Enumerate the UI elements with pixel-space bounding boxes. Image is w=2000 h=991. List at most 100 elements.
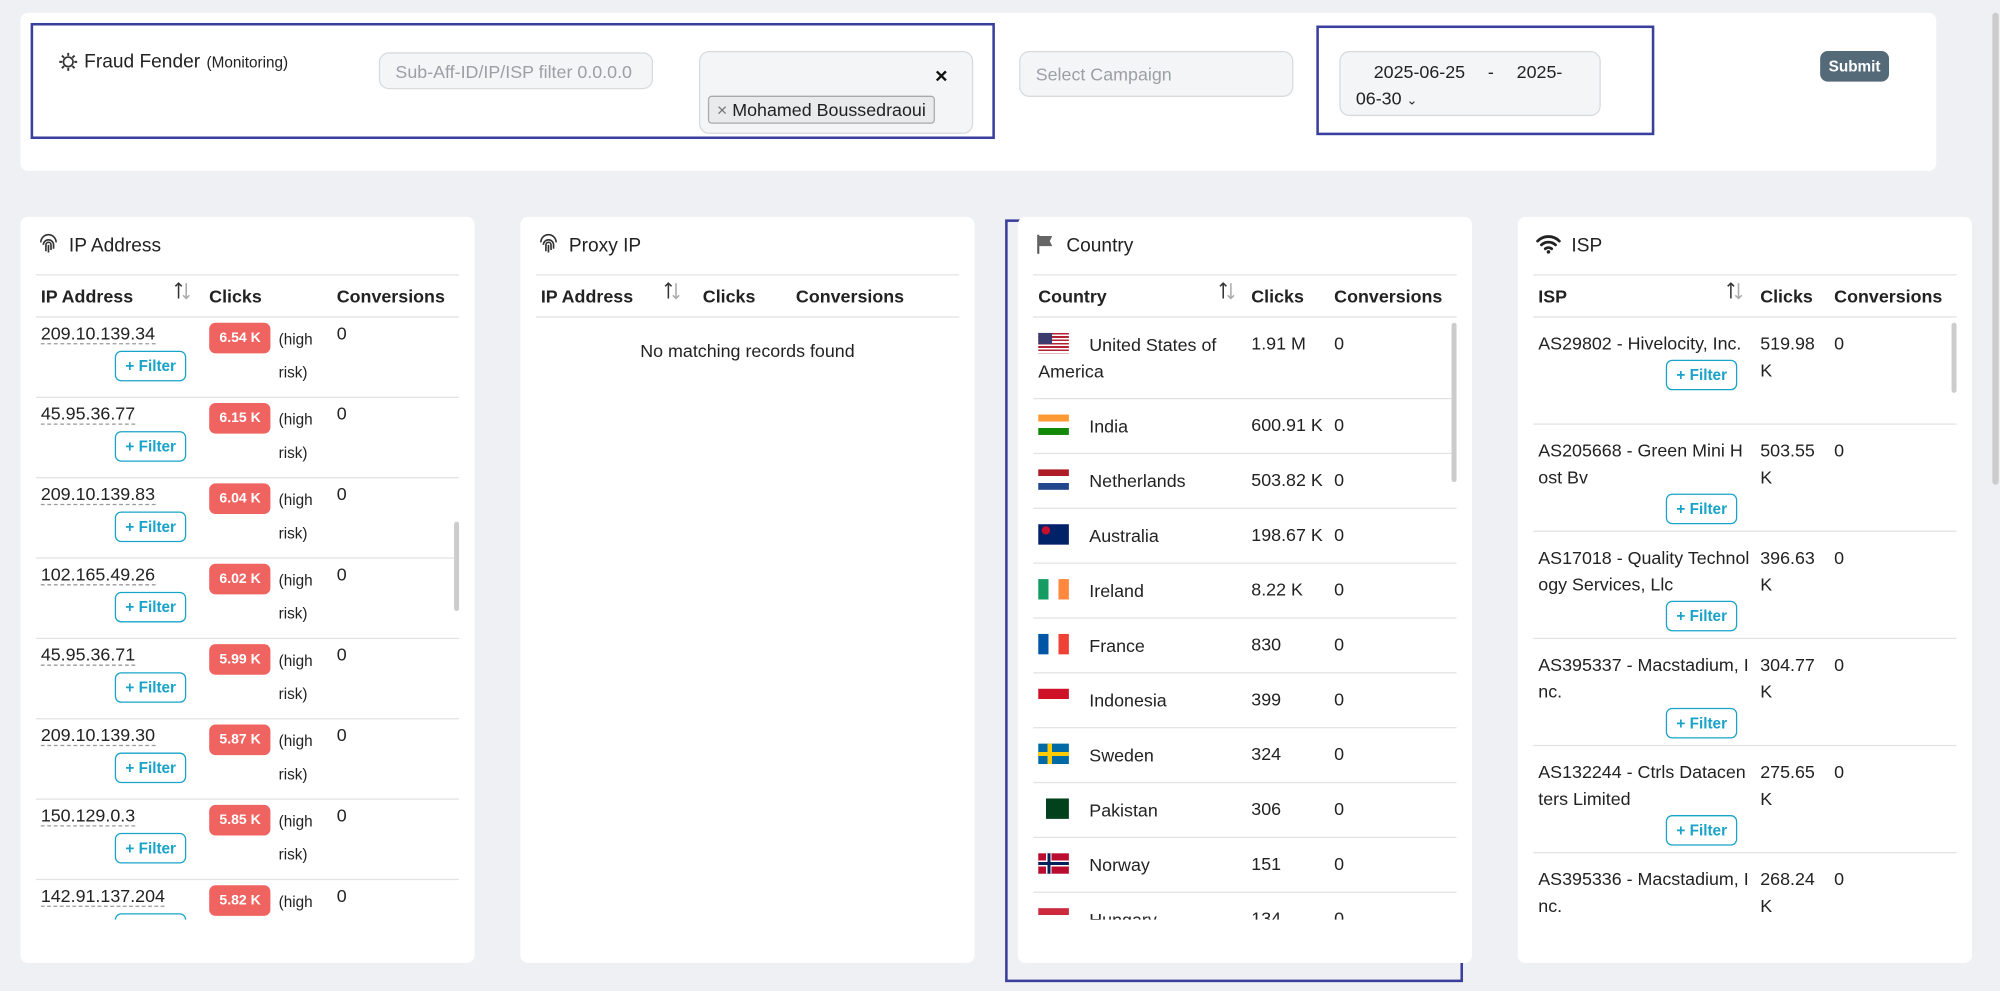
table-row: AS205668 - Green Mini Host Bv + Filter 503… [1533, 425, 1957, 532]
flag [1038, 524, 1069, 545]
panel-header: IP Address [36, 217, 459, 274]
filter-button[interactable]: + Filter [115, 913, 187, 920]
conversions: 0 [1834, 868, 1845, 890]
table-row: 142.91.137.204 + Filter 5.82 K (high risk) 0 [36, 880, 459, 920]
table-row: 209.10.139.83 + Filter 6.04 K (high risk) 0 [35, 478, 460, 559]
clicks: 268.24 K [1760, 868, 1815, 916]
sort-icon[interactable] [173, 281, 191, 301]
filter-button[interactable]: + Filter [115, 752, 187, 784]
risk-label: (high risk) [278, 651, 313, 703]
country-name: Netherlands [1089, 470, 1186, 492]
isp-name: AS29802 - Hivelocity, Inc. [1538, 332, 1742, 354]
column-header: IP Address [40, 285, 134, 307]
sort-icon[interactable] [1726, 281, 1744, 301]
date-separator: - [1487, 61, 1494, 82]
country-name: India [1089, 415, 1129, 437]
ip-cell: 209.10.139.83 + Filter [36, 478, 204, 557]
app-title: Fraud Fender (Monitoring) [59, 51, 288, 73]
filter-button[interactable]: + Filter [1666, 359, 1738, 391]
conversions: 0 [336, 403, 347, 424]
table-row: Pakistan 306 0 [1033, 783, 1457, 839]
conversions: 0 [336, 563, 347, 585]
flag [1038, 633, 1069, 655]
ip-wrap: 150.129.0.3 [40, 804, 199, 827]
ip-cell: 142.91.137.204 + Filter [36, 880, 204, 920]
clicks: 600.91 K [1251, 414, 1323, 435]
filter-button[interactable]: + Filter [115, 350, 187, 382]
conversions: 0 [336, 322, 347, 344]
date-end: 2025-06-30 [1355, 61, 1563, 109]
table-row: 209.10.139.30 + Filter 5.87 K (high risk) 0 [35, 719, 460, 800]
clicks: 8.22 K [1251, 579, 1303, 600]
filter-input[interactable]: Sub-Aff-ID/IP/ISP filter 0.0.0.0 [378, 52, 654, 90]
filter-button[interactable]: + Filter [1666, 600, 1738, 632]
isp-cell: AS395337 - Macstadium, Inc. + Filter [1533, 647, 1755, 745]
clicks-cell: 5.87 K (high risk) [204, 719, 332, 798]
country-name: Australia [1089, 525, 1159, 546]
column-header: Clicks [1251, 285, 1304, 307]
conversions: 0 [1334, 798, 1345, 819]
country-cell: Indonesia [1033, 681, 1246, 719]
panel: Proxy IP IP Address Clicks Conversions No ma… [520, 216, 975, 964]
flag [1038, 908, 1069, 920]
column-header: Clicks [209, 285, 262, 307]
tag-remove[interactable]: × [716, 99, 728, 120]
filter-button[interactable]: + Filter [1666, 707, 1738, 739]
flag [1038, 853, 1069, 874]
country-cell: Australia [1033, 517, 1246, 555]
filter-button[interactable]: + Filter [1666, 493, 1738, 525]
isp-cell: AS132244 - Ctrls Datacenters Limited + Fi… [1533, 754, 1755, 852]
country-cell: Norway [1033, 846, 1246, 884]
conversions: 0 [1334, 688, 1345, 710]
sort-icon[interactable] [1218, 281, 1236, 301]
clicks-badge: 5.99 K [209, 644, 271, 675]
filter-wrap: + Filter [1538, 598, 1750, 632]
ip-address: 150.129.0.3 [40, 804, 136, 827]
filter-button[interactable]: + Filter [115, 591, 187, 623]
conversions: 0 [336, 644, 347, 665]
campaign-select[interactable]: Select Campaign [1019, 51, 1294, 97]
filter-button[interactable]: + Filter [1666, 815, 1738, 846]
isp-name: AS205668 - Green Mini Host Bv [1538, 440, 1743, 488]
conversions: 0 [336, 724, 347, 745]
table-body: No matching records found [536, 318, 959, 920]
table-header: IP Address Clicks Conversions [535, 274, 960, 318]
panel-header: Country [1033, 217, 1456, 274]
risk-label: (high risk) [278, 732, 313, 784]
table-body: United States of America 1.91 M 0 India 600.… [1033, 318, 1457, 920]
clicks: 399 [1251, 688, 1282, 710]
filter-button[interactable]: + Filter [115, 431, 187, 462]
clicks-cell: 6.54 K (high risk) [204, 318, 332, 397]
country-name: Ireland [1089, 580, 1144, 601]
title: Fraud Fender [84, 51, 201, 73]
conversions: 0 [1834, 654, 1845, 675]
conversions: 0 [336, 885, 347, 906]
risk-label: (high risk) [278, 491, 313, 543]
country-cell: Pakistan [1033, 791, 1246, 829]
filter-button[interactable]: + Filter [115, 511, 187, 543]
filter-button[interactable]: + Filter [115, 672, 187, 703]
table-row: AS395336 - Macstadium, Inc.+ Filter268.2… [1533, 853, 1956, 919]
ip-address: 209.10.139.83 [40, 483, 156, 506]
ip-address: 142.91.137.204 [40, 885, 165, 907]
isp-cell: AS17018 - Quality Technology Services, L… [1533, 540, 1755, 638]
filter-button[interactable]: + Filter [115, 832, 187, 864]
conversions: 0 [1334, 524, 1345, 545]
risk-label: (high risk) [278, 410, 313, 462]
panel-title: Proxy IP [568, 234, 642, 257]
sort-icon[interactable] [663, 281, 681, 301]
panel: ISP ISP Clicks Conversions AS29802 - Hiveloc… [1517, 216, 1972, 964]
table-row: 45.95.36.71 + Filter 5.99 K (high risk) 0 [35, 639, 460, 720]
submit-button[interactable]: Submit [1820, 51, 1890, 82]
clear-button[interactable]: × [934, 63, 948, 89]
risk-label: (high risk) [278, 892, 313, 911]
country-name: Indonesia [1089, 690, 1167, 711]
filter-wrap: + Filter [1538, 812, 1750, 846]
column-header: Clicks [702, 285, 756, 307]
date-range[interactable]: 2025-06-25 - 2025-06-30 ⌄ [1339, 51, 1601, 117]
country-cell: United States of America [1033, 325, 1246, 390]
filter-wrap: + Filter [41, 504, 199, 543]
country-name: France [1089, 635, 1145, 656]
table-body: AS29802 - Hivelocity, Inc. + Filter 519.98… [1533, 318, 1957, 920]
clicks-cell: 5.99 K (high risk) [204, 639, 332, 718]
